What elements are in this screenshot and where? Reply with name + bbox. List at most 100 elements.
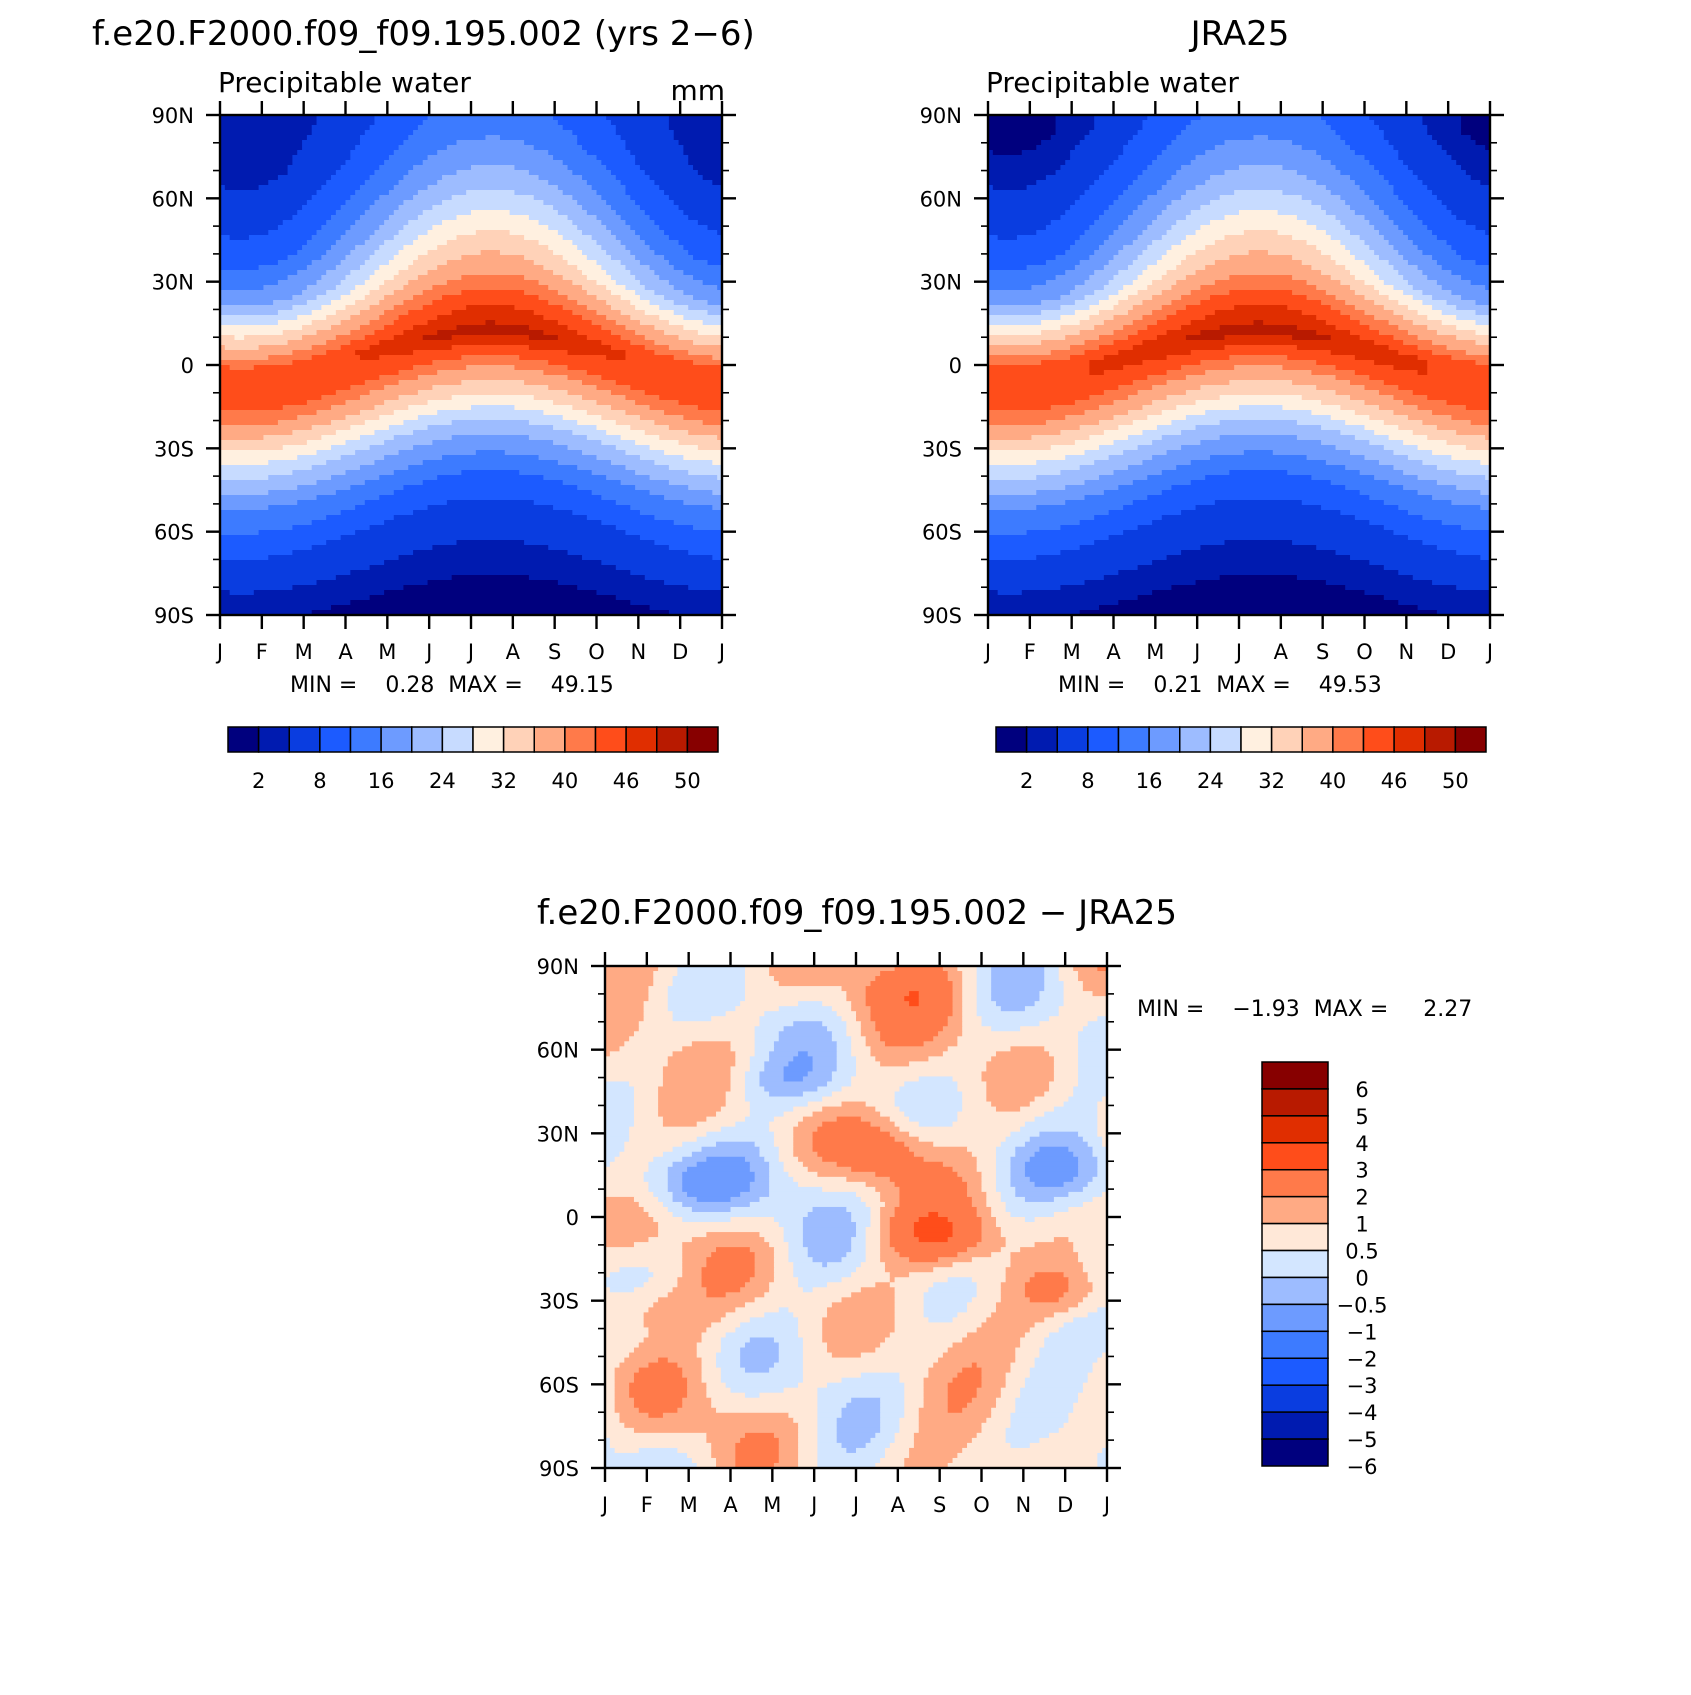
colorbar-box: [625, 726, 658, 753]
contour-band-cell: [1099, 445, 1139, 451]
contour-band-cell: [369, 445, 414, 451]
contour-band-cell: [673, 300, 709, 306]
colorbar-box: [1454, 726, 1487, 753]
contour-band-cell: [572, 430, 607, 436]
contour-band-cell: [475, 230, 511, 236]
contour-band-cell: [1092, 1151, 1107, 1158]
contour-band-cell: [335, 575, 453, 581]
contour-band-cell: [988, 320, 1042, 326]
contour-band-cell: [1000, 1282, 1026, 1288]
colorbar-box: [1261, 1411, 1329, 1440]
contour-band-cell: [268, 460, 327, 466]
contour-band-cell: [1354, 180, 1390, 186]
contour-band-cell: [220, 545, 313, 551]
contour-band-cell: [836, 1051, 852, 1057]
contour-band-cell: [1039, 1347, 1107, 1354]
contour-band-cell: [1185, 235, 1226, 241]
contour-band-cell: [633, 1242, 683, 1248]
contour-band-cell: [1335, 550, 1457, 556]
contour-band-cell: [524, 380, 583, 386]
contour-band-cell: [1041, 310, 1076, 316]
contour-band-cell: [432, 385, 549, 391]
contour-band-cell: [1087, 1141, 1103, 1148]
contour-band-cell: [1485, 230, 1490, 236]
contour-band-cell: [345, 275, 371, 281]
contour-band-cell: [311, 345, 342, 351]
contour-band-cell: [1094, 325, 1124, 331]
contour-band-cell: [744, 1282, 770, 1288]
contour-band-cell: [633, 1402, 683, 1409]
contour-band-cell: [1461, 130, 1490, 136]
contour-band-cell: [899, 1417, 920, 1424]
contour-band-cell: [1398, 300, 1424, 306]
contour-band-cell: [817, 1417, 838, 1424]
contour-band-cell: [1345, 485, 1404, 491]
contour-band-cell: [1142, 315, 1168, 321]
contour-band-cell: [268, 475, 332, 481]
contour-band-cell: [658, 1101, 727, 1108]
contour-band-cell: [812, 1056, 838, 1062]
contour-band-cell: [1185, 275, 1230, 281]
contour-band-cell: [614, 1387, 630, 1394]
contour-band-cell: [393, 515, 588, 521]
contour-band-cell: [894, 1317, 930, 1324]
contour-band-cell: [1388, 320, 1414, 326]
contour-band-cell: [962, 1101, 992, 1108]
contour-band-cell: [292, 550, 414, 556]
contour-band-cell: [995, 1001, 1036, 1007]
contour-band-cell: [620, 180, 656, 186]
contour-band-cell: [889, 1116, 910, 1123]
contour-band-cell: [1084, 350, 1119, 356]
colorbar-box: [1261, 1195, 1329, 1225]
contour-band-cell: [754, 1031, 780, 1037]
contour-band-cell: [557, 210, 588, 216]
contour-band-cell: [374, 170, 409, 176]
contour-band-cell: [648, 1277, 678, 1283]
contour-band-cell: [393, 275, 419, 281]
contour-band-cell: [711, 1447, 736, 1454]
contour-band-cell: [350, 150, 395, 156]
panel-diff-stats: MIN = −1.93 MAX = 2.27: [1137, 997, 1472, 1022]
contour-band-cell: [793, 1262, 823, 1268]
contour-band-cell: [1132, 180, 1168, 186]
contour-band-cell: [1058, 1006, 1107, 1012]
contour-band-cell: [988, 505, 1037, 511]
contour-band-cell: [466, 190, 516, 196]
contour-band-cell: [928, 1287, 978, 1293]
contour-band-cell: [606, 200, 636, 206]
contour-band-cell: [988, 550, 1061, 556]
contour-band-cell: [802, 1377, 843, 1384]
contour-band-cell: [1137, 525, 1385, 531]
contour-band-cell: [413, 240, 448, 246]
contour-band-cell: [1097, 1457, 1107, 1464]
contour-band-cell: [880, 1252, 901, 1258]
contour-band-cell: [586, 435, 622, 441]
contour-band-cell: [988, 470, 1061, 476]
contour-band-cell: [957, 1111, 1045, 1118]
contour-band-cell: [1272, 450, 1351, 456]
contour-band-cell: [311, 310, 337, 316]
contour-band-cell: [220, 450, 318, 456]
contour-band-cell: [1010, 1161, 1026, 1168]
contour-band-cell: [923, 1387, 949, 1394]
contour-band-cell: [1044, 1091, 1074, 1098]
contour-band-cell: [952, 1076, 983, 1083]
contour-band-cell: [827, 1382, 905, 1389]
contour-band-cell: [1123, 530, 1395, 536]
contour-band-cell: [321, 395, 361, 401]
contour-band-cell: [220, 510, 342, 516]
contour-band-cell: [1393, 245, 1419, 251]
contour-band-cell: [1087, 1181, 1107, 1188]
contour-band-cell: [913, 1437, 973, 1444]
contour-band-cell: [374, 430, 414, 436]
contour-band-cell: [485, 135, 501, 141]
contour-band-cell: [1005, 1382, 1026, 1389]
contour-band-cell: [316, 410, 361, 416]
contour-band-cell: [398, 395, 453, 401]
contour-band-cell: [466, 365, 516, 371]
contour-band-cell: [538, 175, 583, 181]
contour-band-cell: [630, 425, 670, 431]
contour-band-cell: [220, 320, 279, 326]
contour-band-cell: [952, 1121, 1026, 1128]
